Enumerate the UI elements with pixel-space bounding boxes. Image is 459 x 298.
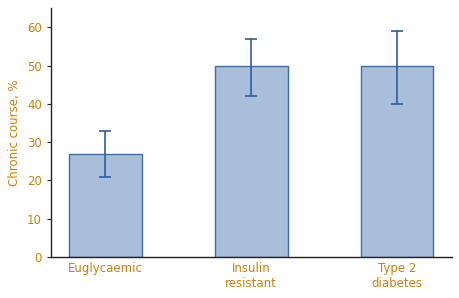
Bar [69, 153, 141, 257]
Y-axis label: Chronic course, %: Chronic course, % [8, 79, 21, 186]
Bar [360, 66, 432, 257]
Bar [214, 66, 287, 257]
